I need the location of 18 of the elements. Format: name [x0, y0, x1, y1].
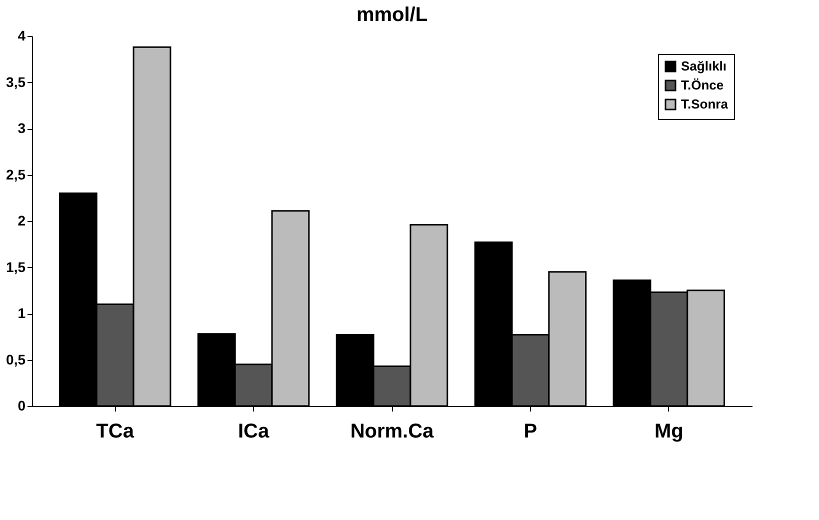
legend-label: T.Önce: [681, 78, 724, 92]
chart-title: mmol/L: [356, 4, 428, 26]
y-tick-label: 2,5: [6, 166, 26, 182]
x-tick-label: P: [524, 420, 538, 442]
legend-label: T.Sonra: [681, 96, 729, 112]
x-tick-label: Norm.Ca: [350, 420, 435, 442]
y-tick-label: 0: [18, 398, 26, 414]
legend-label: Sağlıklı: [681, 58, 727, 74]
y-tick-label: 3: [18, 120, 26, 136]
y-tick-label: 3,5: [6, 74, 26, 90]
x-tick-label: Mg: [654, 420, 684, 442]
y-tick-label: 1: [18, 305, 26, 321]
x-tick-label: TCa: [96, 420, 135, 442]
y-tick-label: 0,5: [6, 351, 26, 368]
x-tick-label: ICa: [238, 420, 270, 442]
y-tick-label: 4: [18, 28, 26, 44]
y-tick-label: 1,5: [6, 258, 26, 275]
y-tick-label: 2: [18, 212, 26, 228]
